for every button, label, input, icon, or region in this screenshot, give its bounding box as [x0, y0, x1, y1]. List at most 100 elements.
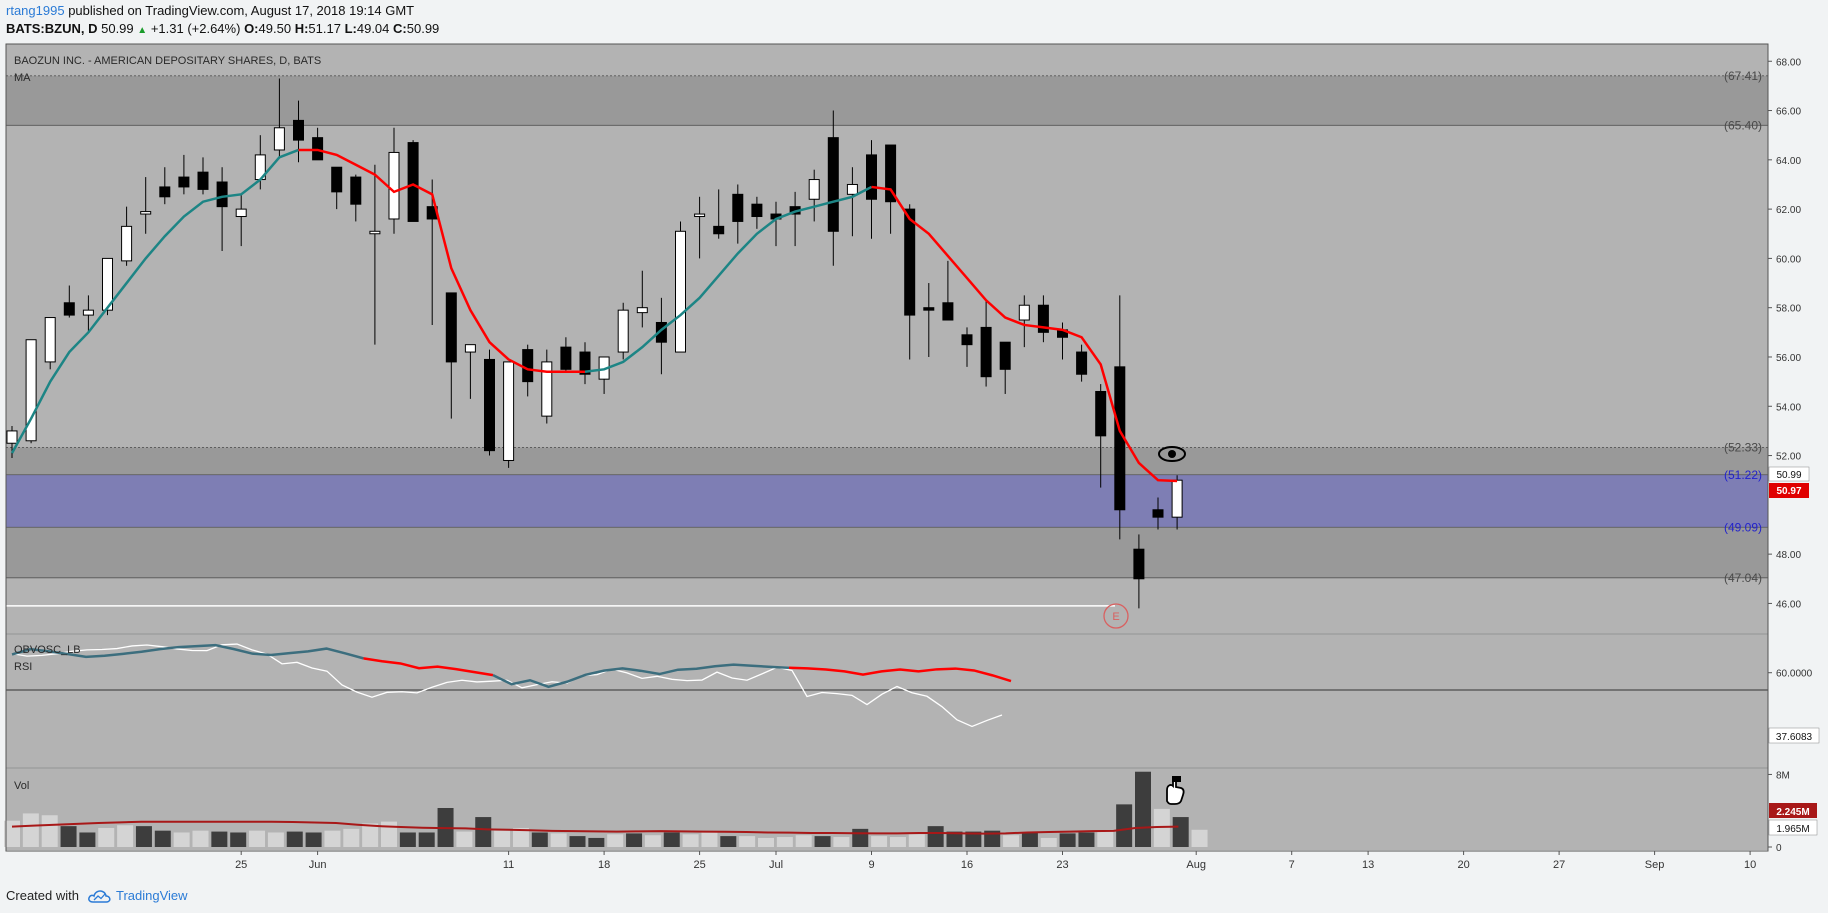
candle: [293, 119, 304, 141]
volume-bar: [776, 837, 793, 847]
volume-bar: [1003, 835, 1020, 847]
volume-bar: [1116, 804, 1133, 847]
volume-bar: [399, 832, 416, 847]
date-tick-label: Aug: [1186, 859, 1206, 871]
low-value: 49.04: [356, 21, 390, 36]
obv-line-down: [363, 657, 494, 677]
candle: [866, 154, 877, 200]
volume-bar: [192, 830, 209, 847]
ma-line-up-2: [584, 185, 873, 374]
last-price-tag-text: 50.99: [1776, 470, 1801, 481]
volume-bar: [569, 836, 586, 847]
volume-bar: [795, 835, 812, 847]
volume-pane[interactable]: Vol: [4, 769, 1768, 850]
candle: [942, 302, 954, 321]
publish-text: published on TradingView.com, August 17,…: [68, 3, 415, 18]
candles: [6, 78, 1183, 609]
candle: [732, 193, 744, 222]
volume-bar: [475, 817, 492, 847]
volume-bar: [211, 831, 228, 847]
volume-bar: [682, 834, 699, 847]
candle: [560, 346, 572, 370]
rsi-value-tag-text: 37.6083: [1776, 732, 1813, 743]
candle: [1171, 479, 1183, 518]
volume-bar: [626, 833, 643, 847]
time-axis-bg: [6, 851, 1768, 876]
volume-bar: [1097, 830, 1114, 847]
price-ticks: 68.00 66.00 64.00 62.00 60.00 58.00 56.00 54.00…: [1768, 57, 1801, 610]
osc-tick-label: 60.0000: [1776, 669, 1813, 680]
ma-line-down: [298, 148, 585, 374]
last-price: 50.99: [101, 21, 134, 36]
chart-title: BAOZUN INC. - AMERICAN DEPOSITARY SHARES…: [14, 55, 321, 67]
volume-bar: [889, 837, 906, 847]
price-axis[interactable]: 68.00 66.00 64.00 62.00 60.00 58.00 56.00 54.00…: [1767, 44, 1822, 854]
candle: [350, 176, 362, 205]
time-axis[interactable]: 25Jun111825Jul91623Aug7132027Sep101724Oc…: [6, 850, 1828, 876]
oscillator-pane[interactable]: OBVOSC_LB RSI: [6, 635, 1768, 767]
author-link[interactable]: rtang1995: [6, 3, 65, 18]
date-tick-label: 27: [1553, 859, 1565, 871]
volume-bar: [720, 836, 737, 847]
candle: [713, 225, 725, 235]
hand-pointer-icon[interactable]: [1166, 776, 1185, 805]
volume-bar: [60, 826, 77, 847]
up-arrow-icon: ▲: [137, 25, 148, 36]
resistance-band: [6, 75, 1768, 126]
candle: [503, 361, 515, 461]
candle: [961, 334, 973, 346]
level-label: (47.04): [1724, 571, 1762, 585]
tradingview-cloud-icon[interactable]: [87, 889, 111, 903]
candle: [102, 257, 113, 311]
level-label: (65.40): [1724, 118, 1762, 132]
volume-bar: [324, 830, 341, 847]
candle: [694, 213, 706, 218]
date-tick-label: Jul: [769, 859, 783, 871]
candle: [1018, 304, 1030, 321]
candle: [923, 307, 935, 311]
date-tick-label: 20: [1457, 859, 1469, 871]
candle: [484, 358, 495, 452]
candle: [464, 344, 476, 353]
candle: [82, 309, 94, 316]
date-tick-label: Sep: [1645, 859, 1665, 871]
volume-ticks: 8M 0: [1768, 770, 1790, 854]
level-label: (51.22): [1724, 468, 1762, 482]
candle: [140, 211, 152, 215]
low-label: L:: [344, 21, 357, 36]
eye-icon[interactable]: [1158, 446, 1186, 462]
volume-bar: [758, 837, 774, 847]
vol-tick-label: 0: [1776, 843, 1782, 854]
vol-ma-tag-text: 2.245M: [1776, 807, 1809, 818]
candle: [751, 203, 763, 218]
price-tick-label: 62.00: [1776, 205, 1801, 216]
earnings-marker[interactable]: E: [1103, 603, 1129, 629]
volume-bar: [701, 832, 718, 847]
ma-indicator-label: MA: [14, 72, 31, 84]
level-label: (67.41): [1724, 69, 1762, 83]
candle: [445, 292, 457, 363]
volume-bar: [362, 823, 379, 847]
volume-bar: [1078, 832, 1095, 847]
date-tick-label: 25: [693, 859, 705, 871]
candle: [121, 225, 133, 262]
volume-bar: [154, 830, 171, 847]
volume-bar: [230, 832, 247, 847]
rsi-label: RSI: [14, 661, 32, 673]
ma-price-tag: 50.97: [1769, 483, 1809, 498]
volume-bar: [965, 831, 982, 847]
footer-brand-link[interactable]: TradingView: [115, 888, 188, 903]
change-value: +1.31 (+2.64%): [150, 21, 241, 36]
volume-bar: [833, 837, 850, 847]
volume-bar: [1153, 808, 1170, 847]
publish-line: rtang1995 published on TradingView.com, …: [6, 3, 414, 18]
candle: [44, 317, 56, 363]
price-pane[interactable]: BAOZUN INC. - AMERICAN DEPOSITARY SHARES…: [6, 44, 1768, 633]
vol-tick-label: 8M: [1776, 770, 1790, 781]
earnings-marker-label: E: [1112, 611, 1119, 623]
date-tick-label: 10: [1744, 859, 1756, 871]
rsi-value-tag: 37.6083: [1768, 727, 1820, 744]
candle: [846, 183, 858, 195]
candle: [1095, 390, 1107, 437]
